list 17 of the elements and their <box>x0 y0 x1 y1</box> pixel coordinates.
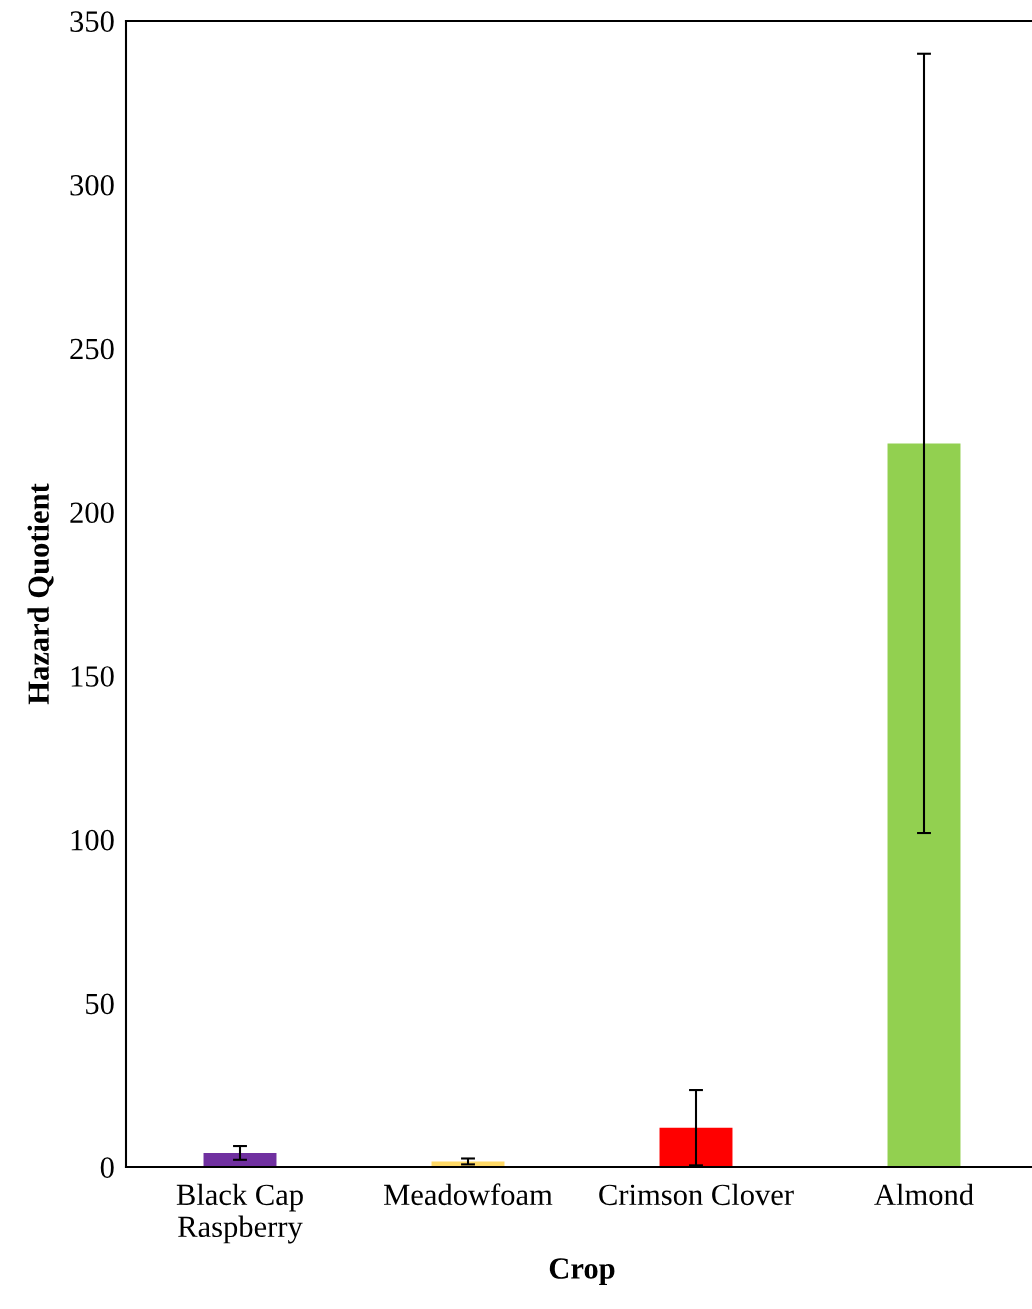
y-axis-title: Hazard Quotient <box>27 483 54 705</box>
y-tick-label: 200 <box>70 502 114 524</box>
x-tick-label: Meadowfoam <box>384 1183 553 1206</box>
y-tick-label: 50 <box>86 993 114 1015</box>
x-tick-label: Black Cap Raspberry <box>176 1183 303 1244</box>
x-tick-label: Almond <box>874 1183 974 1206</box>
bar <box>887 443 961 1167</box>
x-tick-label: Crimson Clover <box>599 1183 794 1206</box>
y-tick-label: 300 <box>70 175 114 196</box>
y-tick-label: 0 <box>100 1157 114 1178</box>
bar <box>203 1152 277 1167</box>
x-axis-title: Crop <box>549 1258 615 1286</box>
y-tick-label: 350 <box>70 11 114 32</box>
y-tick-label: 250 <box>70 338 114 360</box>
y-tick-label: 100 <box>71 829 114 851</box>
y-tick-label: 150 <box>71 666 114 687</box>
bar <box>659 1127 733 1167</box>
